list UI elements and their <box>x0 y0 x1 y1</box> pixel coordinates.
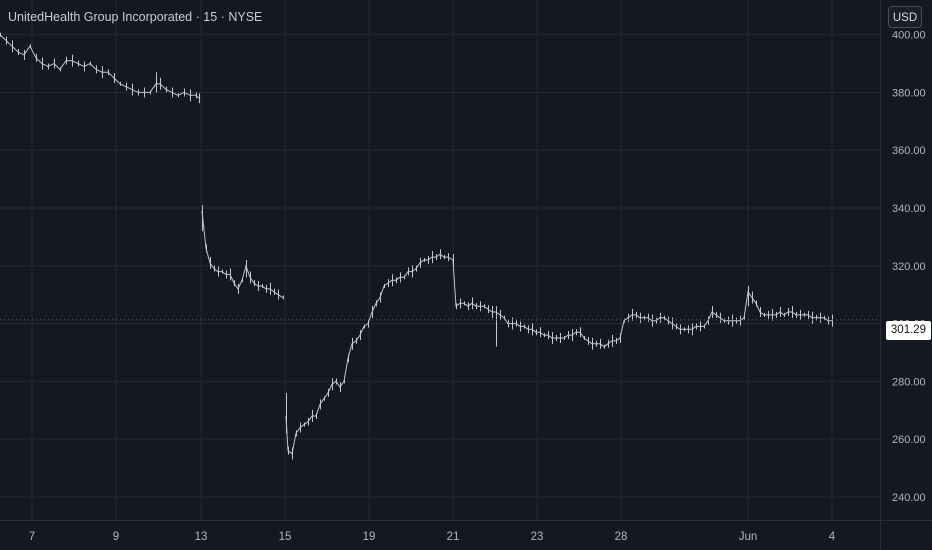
currency-button[interactable]: USD <box>888 6 922 28</box>
title-separator: · <box>195 10 200 24</box>
y-tick-label: 280.00 <box>892 376 926 388</box>
last-price-tag: 301.29 <box>886 321 931 340</box>
y-tick-label: 320.00 <box>892 261 926 273</box>
y-tick-label: 380.00 <box>892 87 926 99</box>
price-series-line <box>201 210 284 299</box>
y-tick-label: 340.00 <box>892 203 926 215</box>
price-series-line <box>0 34 200 99</box>
x-tick-label: 7 <box>29 531 35 543</box>
y-tick-label: 400.00 <box>892 30 926 42</box>
y-tick-label: 360.00 <box>892 145 926 157</box>
interval-label[interactable]: 15 <box>203 10 218 24</box>
title-separator: · <box>220 10 225 24</box>
x-tick-label: 15 <box>279 531 292 543</box>
x-tick-label: 9 <box>113 531 119 543</box>
x-tick-label: Jun <box>739 531 758 543</box>
chart-title: UnitedHealth Group Incorporated · 15 · N… <box>8 10 262 24</box>
symbol-name[interactable]: UnitedHealth Group Incorporated <box>8 10 193 24</box>
x-tick-label: 19 <box>363 531 376 543</box>
x-tick-label: 21 <box>447 531 460 543</box>
x-tick-label: 13 <box>195 531 208 543</box>
y-tick-label: 240.00 <box>892 492 926 504</box>
y-tick-label: 260.00 <box>892 434 926 446</box>
x-tick-label: 23 <box>531 531 544 543</box>
exchange-label: NYSE <box>228 10 263 24</box>
x-tick-label: 4 <box>829 531 836 543</box>
x-tick-label: 28 <box>615 531 628 543</box>
